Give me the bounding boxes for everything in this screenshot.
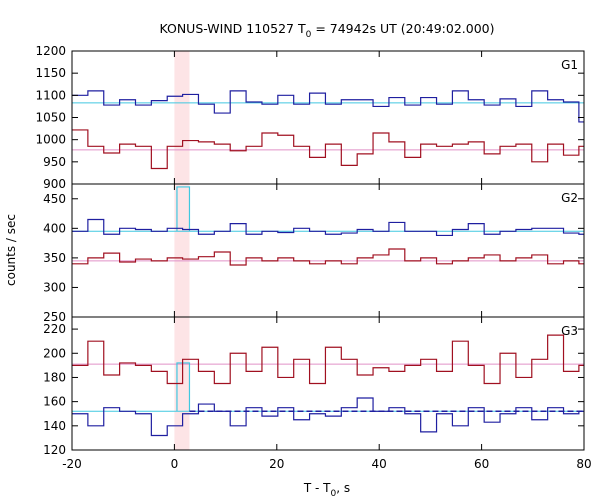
panel-frame	[71, 50, 585, 185]
y-tick-label: 1150	[35, 66, 66, 80]
y-tick-label: 160	[43, 395, 66, 409]
panels: 1200 1150 1100 1050 1000 950 900 G1 450 400 350 300…	[35, 44, 585, 457]
burst-spike	[176, 362, 191, 412]
panel-frame	[71, 316, 585, 451]
y-tick-label: 250	[43, 310, 66, 324]
y-tick-label: 450	[43, 192, 66, 206]
x-tick-label: 60	[474, 457, 489, 471]
series-red-g1	[72, 129, 584, 170]
panel-g2: 450 400 350 300 250 G2	[43, 183, 585, 324]
series-blue-g3	[72, 397, 584, 437]
burst-spike	[176, 186, 191, 232]
y-axis-label: counts / sec	[4, 214, 18, 286]
panel-g3: 220 200 180 160 140 120 G3	[43, 316, 585, 457]
y-tick-label: 350	[43, 251, 66, 265]
series-red-g2	[72, 248, 584, 266]
series-blue-g2	[72, 218, 584, 237]
panel-g1: 1200 1150 1100 1050 1000 950 900 G1	[35, 44, 585, 191]
x-tick-label: 20	[269, 457, 284, 471]
panel-label: G1	[561, 58, 578, 72]
y-tick-label: 140	[43, 419, 66, 433]
x-tick-label: 40	[372, 457, 387, 471]
trigger-highlight-band	[174, 51, 190, 184]
y-tick-label: 400	[43, 221, 66, 235]
panel-label: G3	[561, 324, 578, 338]
x-tick-label: 80	[576, 457, 591, 471]
y-tick-label: 950	[43, 155, 66, 169]
x-tick-label: -20	[62, 457, 82, 471]
x-axis-label: T - T0, s	[303, 481, 350, 499]
y-tick-label: 220	[43, 322, 66, 336]
y-tick-label: 120	[43, 443, 66, 457]
chart-title: KONUS-WIND 110527 T0 = 74942s UT (20:49:…	[159, 21, 494, 40]
y-tick-label: 180	[43, 370, 66, 384]
y-tick-label: 900	[43, 177, 66, 191]
y-tick-label: 1100	[35, 88, 66, 102]
trigger-highlight-band	[174, 184, 190, 317]
series-red-g3	[72, 334, 584, 385]
y-tick-label: 1000	[35, 133, 66, 147]
panel-frame	[71, 183, 585, 318]
y-tick-label: 200	[43, 346, 66, 360]
y-tick-label: 300	[43, 280, 66, 294]
x-tick-label: 0	[171, 457, 179, 471]
x-axis: -20 0 20 40 60 80	[62, 457, 591, 471]
y-tick-label: 1200	[35, 44, 66, 58]
panel-label: G2	[561, 191, 578, 205]
series-blue-g1	[72, 90, 584, 123]
y-tick-label: 1050	[35, 111, 66, 125]
